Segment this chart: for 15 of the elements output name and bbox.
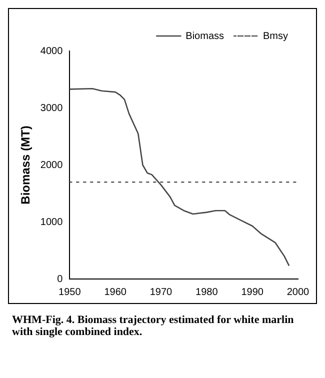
y-tick-label: 2000 bbox=[40, 160, 64, 171]
x-tick-label: 1950 bbox=[58, 286, 82, 298]
y-tick-label: 0 bbox=[57, 274, 64, 285]
y-tick-label: 4000 bbox=[40, 46, 64, 57]
x-tick-label: 1990 bbox=[241, 286, 264, 298]
text: WHM-Fig. 4. Biomass trajectory estimated for white marlin with single combined index. bbox=[11, 314, 295, 338]
legend-label: Bmsy bbox=[263, 30, 288, 42]
y-tick-label: 3000 bbox=[40, 102, 64, 114]
y-tick-label: 1000 bbox=[40, 216, 64, 228]
x-tick-label: 1970 bbox=[150, 286, 173, 298]
y-axis-title: Biomass (MT) bbox=[18, 126, 33, 204]
x-tick-label: 1960 bbox=[104, 286, 127, 298]
x-tick-label: 1980 bbox=[196, 286, 218, 298]
legend-label: Biomass bbox=[186, 30, 224, 42]
x-tick-label: 2000 bbox=[286, 286, 310, 298]
